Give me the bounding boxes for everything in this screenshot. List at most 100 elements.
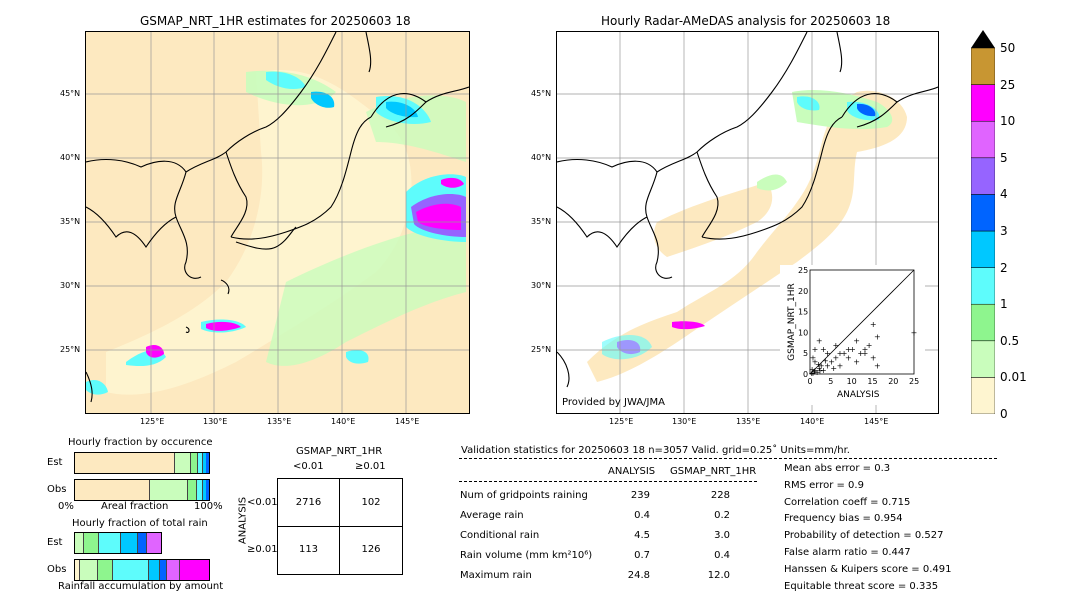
- right-lon-145: 145°E: [864, 417, 889, 426]
- scatter-xtick: 5: [828, 377, 833, 386]
- validation-col-divider: [459, 481, 757, 482]
- scatter-xtick: 0: [808, 377, 813, 386]
- colorbar-segment: [970, 120, 996, 159]
- scatter-point: +: [849, 345, 856, 354]
- validation-col-analysis: ANALYSIS: [608, 466, 656, 477]
- colorbar-tick-label: 50: [1000, 41, 1016, 55]
- scatter-point: +: [845, 345, 852, 354]
- left-lon-135: 135°E: [267, 417, 292, 426]
- scatter-point: +: [824, 349, 831, 358]
- validation-col-gsmap: GSMAP_NRT_1HR: [670, 466, 757, 477]
- validation-score: Equitable threat score = 0.335: [784, 580, 939, 592]
- occ-axis-mid: Areal fraction: [101, 501, 169, 512]
- colorbar-tick-label: 3: [1000, 224, 1008, 238]
- scatter-point: +: [911, 328, 918, 337]
- amt-obs-bar: [74, 559, 210, 581]
- right-map-title: Hourly Radar-AMeDAS analysis for 2025060…: [601, 14, 891, 28]
- left-rain-field: [86, 70, 466, 395]
- left-lat-40: 40°N: [60, 153, 81, 162]
- scatter-inset: + + + + + + + + + + + + + + + + + + + + + + + + + + + + + + + + + + + + + + + +…: [780, 265, 925, 405]
- scatter-ytick: 10: [798, 328, 808, 337]
- scatter-ytick: 15: [798, 308, 808, 317]
- validation-score: False alarm ratio = 0.447: [784, 547, 911, 558]
- scatter-point: +: [853, 337, 860, 346]
- scatter-point: +: [832, 341, 839, 350]
- scatter-point: +: [812, 345, 819, 354]
- left-map-canvas: [86, 32, 469, 413]
- occ-axis-left: 0%: [58, 501, 74, 512]
- scatter-point: +: [811, 368, 818, 377]
- cell-tn: 2716: [295, 497, 322, 508]
- left-lon-145: 145°E: [395, 417, 420, 426]
- scatter-point: +: [870, 353, 877, 362]
- scatter-xlabel: ANALYSIS: [837, 390, 880, 400]
- amount-title: Hourly fraction of total rain: [72, 518, 208, 529]
- scatter-point: +: [814, 368, 821, 377]
- colorbar-tick-label: 4: [1000, 187, 1008, 202]
- colorbar-extend-arrow: [971, 30, 995, 48]
- colorbar-tick-label: 0.01: [1000, 370, 1027, 385]
- scatter-point: +: [820, 345, 827, 354]
- colorbar-tick-label: 10: [1000, 114, 1016, 129]
- validation-score: RMS error = 0.9: [784, 479, 864, 491]
- colorbar-segment: [970, 267, 996, 305]
- scatter-point: +: [812, 366, 819, 375]
- colorbar-segment: [970, 230, 996, 268]
- colorbar-segment: [970, 340, 996, 378]
- validation-header: Validation statistics for 20250603 18 n=…: [461, 445, 850, 456]
- right-lat-25: 25°N: [531, 345, 552, 354]
- right-lon-135: 135°E: [736, 417, 761, 426]
- right-map-credit: Provided by JWA/JMA: [562, 397, 665, 408]
- validation-row-gsmap: 0.4: [714, 550, 730, 561]
- scatter-point: +: [815, 360, 822, 369]
- right-lat-35: 35°N: [531, 217, 552, 226]
- contingency-table: 2716 102 113 126: [277, 478, 403, 575]
- contingency-title: GSMAP_NRT_1HR: [296, 446, 383, 457]
- contingency-col-lt: <0.01: [293, 461, 324, 472]
- scatter-point: +: [808, 369, 815, 378]
- cell-fn: 113: [298, 544, 319, 555]
- validation-score: Hanssen & Kuipers score = 0.491: [784, 563, 952, 575]
- scatter-point: +: [817, 367, 824, 376]
- amt-est-label: Est: [47, 537, 63, 548]
- left-map: [85, 31, 470, 414]
- scatter-xtick: 10: [847, 377, 857, 386]
- occ-est-bar: [74, 452, 210, 474]
- scatter-point: +: [874, 362, 881, 371]
- validation-divider: [459, 458, 997, 459]
- scatter-point: +: [809, 365, 816, 374]
- right-lat-30: 30°N: [531, 281, 552, 290]
- scatter-point: +: [841, 349, 848, 358]
- validation-row-analysis: 4.5: [634, 530, 650, 541]
- validation-row-analysis: 24.8: [627, 570, 650, 581]
- left-map-title: GSMAP_NRT_1HR estimates for 20250603 18: [140, 14, 411, 28]
- scatter-ylabel: GSMAP_NRT_1HR: [787, 283, 797, 361]
- colorbar-tick-label: 1: [1000, 297, 1008, 312]
- scatter-point: +: [862, 345, 869, 354]
- scatter-xtick: 20: [888, 377, 898, 386]
- scatter-ytick: 0: [803, 370, 808, 379]
- scatter-plot: +++++++++++++++++++++++++ ++ +++++++++++++…: [798, 266, 919, 386]
- validation-row-label: Average rain: [460, 510, 524, 521]
- validation-row-gsmap: 12.0: [707, 570, 730, 581]
- left-coastlines: [86, 32, 469, 403]
- validation-row-label: Conditional rain: [460, 530, 540, 541]
- validation-score: Correlation coeff = 0.715: [784, 496, 911, 508]
- scatter-point: +: [832, 353, 839, 362]
- cell-tp: 126: [361, 544, 381, 555]
- validation-score: Frequency bias = 0.954: [784, 513, 903, 525]
- colorbar-segment: [970, 303, 996, 342]
- right-coastlines: [557, 32, 938, 388]
- scatter-point: +: [824, 362, 831, 371]
- validation-row-gsmap: 0.2: [714, 510, 730, 521]
- left-lat-30: 30°N: [60, 281, 81, 290]
- scatter-point: +: [810, 353, 817, 362]
- right-lat-40: 40°N: [531, 153, 552, 162]
- scatter-ytick: 5: [803, 349, 808, 358]
- scatter-point: +: [816, 337, 823, 346]
- right-lon-130: 130°E: [672, 417, 697, 426]
- left-lat-25: 25°N: [60, 345, 81, 354]
- scatter-point: +: [845, 353, 852, 362]
- colorbar-segment: [970, 84, 996, 122]
- colorbar-tick-label: 0.5: [1000, 333, 1020, 348]
